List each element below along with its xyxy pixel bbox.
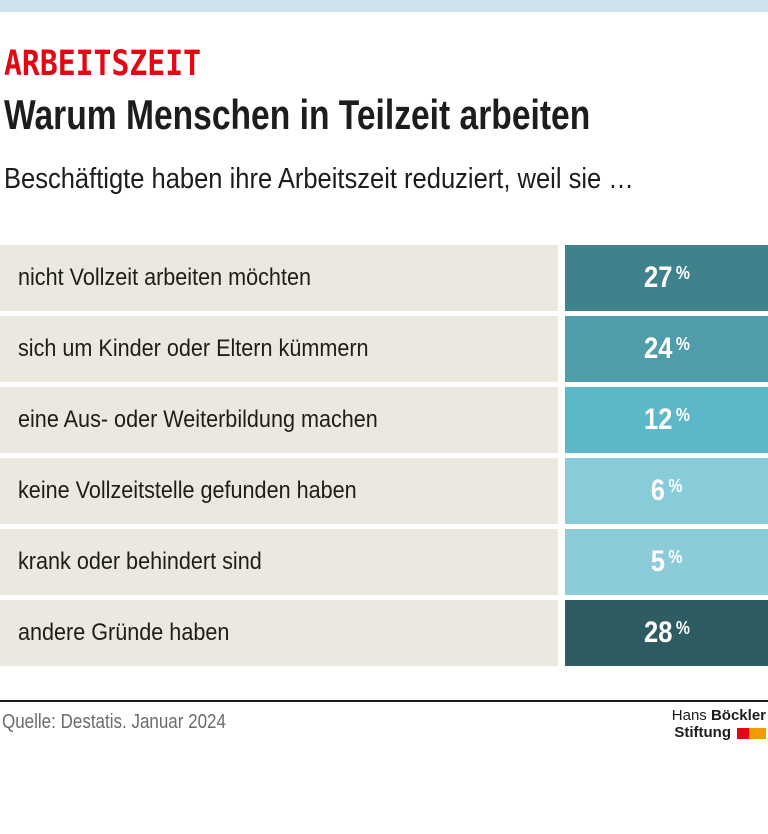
reason-label: eine Aus- oder Weiterbildung machen xyxy=(18,406,378,433)
percent-sign: % xyxy=(675,333,690,355)
percent-sign: % xyxy=(668,546,683,568)
value-number: 24 xyxy=(643,332,672,365)
table-row: andere Gründe haben 28% xyxy=(0,600,768,666)
reason-label-cell: andere Gründe haben xyxy=(0,600,558,666)
percent-sign: % xyxy=(675,262,690,284)
page-subtitle: Beschäftigte haben ihre Arbeitszeit redu… xyxy=(4,163,634,195)
value-bar: 12% xyxy=(565,387,768,453)
logo-hans: Hans xyxy=(671,707,707,724)
value-bar: 5% xyxy=(565,529,768,595)
value-label: 24% xyxy=(644,332,690,366)
reason-label: nicht Vollzeit arbeiten möchten xyxy=(18,264,311,291)
table-row: keine Vollzeitstelle gefunden haben 6% xyxy=(0,458,768,524)
reason-label: sich um Kinder oder Eltern kümmern xyxy=(18,335,369,362)
value-bar: 27% xyxy=(565,245,768,311)
logo-stiftung: Stiftung xyxy=(674,724,731,741)
reason-label: keine Vollzeitstelle gefunden haben xyxy=(18,477,357,504)
value-number: 5 xyxy=(650,545,665,578)
table-row: nicht Vollzeit arbeiten möchten 27% xyxy=(0,245,768,311)
content: ARBEITSZEIT Warum Menschen in Teilzeit a… xyxy=(0,12,768,741)
logo-red-square-icon xyxy=(737,728,749,739)
value-label: 27% xyxy=(644,261,690,295)
bar-table: nicht Vollzeit arbeiten möchten 27% sich… xyxy=(0,245,768,666)
value-number: 28 xyxy=(643,616,672,649)
reason-label-cell: nicht Vollzeit arbeiten möchten xyxy=(0,245,558,311)
reason-label-cell: eine Aus- oder Weiterbildung machen xyxy=(0,387,558,453)
reason-label: krank oder behindert sind xyxy=(18,548,262,575)
footer-divider xyxy=(0,700,768,702)
percent-sign: % xyxy=(675,617,690,639)
source-note: Quelle: Destatis. Januar 2024 xyxy=(2,711,226,733)
value-number: 6 xyxy=(650,474,665,507)
reason-label-cell: keine Vollzeitstelle gefunden haben xyxy=(0,458,558,524)
value-bar: 6% xyxy=(565,458,768,524)
value-number: 27 xyxy=(643,261,672,294)
reason-label-cell: krank oder behindert sind xyxy=(0,529,558,595)
value-bar: 24% xyxy=(565,316,768,382)
value-label: 5% xyxy=(651,545,683,579)
percent-sign: % xyxy=(675,404,690,426)
logo-flag-icon xyxy=(737,728,766,739)
logo-boeckler: Böckler xyxy=(710,707,766,724)
footer: Quelle: Destatis. Januar 2024 Hans Böckl… xyxy=(2,707,768,741)
value-bar: 28% xyxy=(565,600,768,666)
top-accent-bar xyxy=(0,0,768,12)
page-title: Warum Menschen in Teilzeit arbeiten xyxy=(4,91,591,138)
value-label: 28% xyxy=(644,616,690,650)
logo-line-2: Stiftung xyxy=(672,724,766,741)
reason-label: andere Gründe haben xyxy=(18,619,230,646)
value-number: 12 xyxy=(643,403,672,436)
reason-label-cell: sich um Kinder oder Eltern kümmern xyxy=(0,316,558,382)
percent-sign: % xyxy=(668,475,683,497)
value-label: 12% xyxy=(644,403,690,437)
hans-boeckler-stiftung-logo: Hans Böckler Stiftung xyxy=(672,707,766,741)
table-row: krank oder behindert sind 5% xyxy=(0,529,768,595)
value-label: 6% xyxy=(651,474,683,508)
table-row: sich um Kinder oder Eltern kümmern 24% xyxy=(0,316,768,382)
table-row: eine Aus- oder Weiterbildung machen 12% xyxy=(0,387,768,453)
logo-line-1: Hans Böckler xyxy=(672,707,766,724)
logo-orange-square-icon xyxy=(749,728,766,739)
kicker-label: ARBEITSZEIT xyxy=(4,44,202,84)
